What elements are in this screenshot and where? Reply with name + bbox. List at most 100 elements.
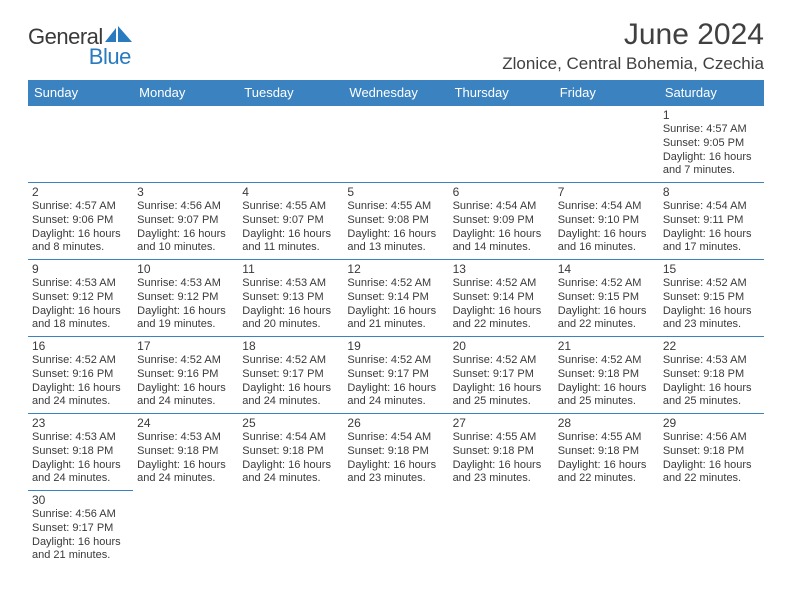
calendar-cell: 11Sunrise: 4:53 AMSunset: 9:13 PMDayligh… — [238, 260, 343, 337]
calendar-cell: 4Sunrise: 4:55 AMSunset: 9:07 PMDaylight… — [238, 183, 343, 260]
calendar-cell — [449, 106, 554, 183]
weekday-header-row: Sunday Monday Tuesday Wednesday Thursday… — [28, 80, 764, 106]
day-number: 29 — [663, 416, 760, 430]
calendar-cell: 2Sunrise: 4:57 AMSunset: 9:06 PMDaylight… — [28, 183, 133, 260]
calendar-cell: 26Sunrise: 4:54 AMSunset: 9:18 PMDayligh… — [343, 414, 448, 491]
logo-sail-icon — [105, 26, 133, 44]
day-info: Sunrise: 4:52 AMSunset: 9:17 PMDaylight:… — [347, 354, 444, 409]
day-info: Sunrise: 4:53 AMSunset: 9:18 PMDaylight:… — [137, 431, 234, 486]
day-number: 20 — [453, 339, 550, 353]
calendar-cell: 20Sunrise: 4:52 AMSunset: 9:17 PMDayligh… — [449, 337, 554, 414]
logo: General Blue — [28, 18, 131, 70]
calendar-page: General Blue June 2024 Zlonice, Central … — [0, 0, 792, 585]
day-info: Sunrise: 4:52 AMSunset: 9:18 PMDaylight:… — [558, 354, 655, 409]
day-number: 14 — [558, 262, 655, 276]
calendar-cell — [238, 106, 343, 183]
calendar-cell: 6Sunrise: 4:54 AMSunset: 9:09 PMDaylight… — [449, 183, 554, 260]
day-number: 2 — [32, 185, 129, 199]
weekday-header: Monday — [133, 80, 238, 106]
calendar-cell — [343, 106, 448, 183]
day-info: Sunrise: 4:56 AMSunset: 9:17 PMDaylight:… — [32, 508, 129, 563]
month-title: June 2024 — [502, 18, 764, 52]
day-info: Sunrise: 4:52 AMSunset: 9:16 PMDaylight:… — [32, 354, 129, 409]
weekday-header: Tuesday — [238, 80, 343, 106]
day-info: Sunrise: 4:56 AMSunset: 9:07 PMDaylight:… — [137, 200, 234, 255]
calendar-cell: 1Sunrise: 4:57 AMSunset: 9:05 PMDaylight… — [659, 106, 764, 183]
calendar-cell — [659, 491, 764, 568]
day-info: Sunrise: 4:54 AMSunset: 9:11 PMDaylight:… — [663, 200, 760, 255]
calendar-cell — [554, 491, 659, 568]
calendar-table: Sunday Monday Tuesday Wednesday Thursday… — [28, 80, 764, 567]
calendar-cell — [449, 491, 554, 568]
calendar-cell: 23Sunrise: 4:53 AMSunset: 9:18 PMDayligh… — [28, 414, 133, 491]
day-number: 24 — [137, 416, 234, 430]
calendar-cell: 27Sunrise: 4:55 AMSunset: 9:18 PMDayligh… — [449, 414, 554, 491]
day-info: Sunrise: 4:54 AMSunset: 9:10 PMDaylight:… — [558, 200, 655, 255]
day-info: Sunrise: 4:53 AMSunset: 9:18 PMDaylight:… — [32, 431, 129, 486]
day-number: 28 — [558, 416, 655, 430]
day-number: 23 — [32, 416, 129, 430]
day-number: 30 — [32, 493, 129, 507]
calendar-cell: 29Sunrise: 4:56 AMSunset: 9:18 PMDayligh… — [659, 414, 764, 491]
day-number: 12 — [347, 262, 444, 276]
calendar-row: 16Sunrise: 4:52 AMSunset: 9:16 PMDayligh… — [28, 337, 764, 414]
day-info: Sunrise: 4:55 AMSunset: 9:18 PMDaylight:… — [453, 431, 550, 486]
calendar-cell: 22Sunrise: 4:53 AMSunset: 9:18 PMDayligh… — [659, 337, 764, 414]
calendar-cell: 14Sunrise: 4:52 AMSunset: 9:15 PMDayligh… — [554, 260, 659, 337]
calendar-cell: 3Sunrise: 4:56 AMSunset: 9:07 PMDaylight… — [133, 183, 238, 260]
calendar-cell: 15Sunrise: 4:52 AMSunset: 9:15 PMDayligh… — [659, 260, 764, 337]
day-number: 26 — [347, 416, 444, 430]
calendar-row: 9Sunrise: 4:53 AMSunset: 9:12 PMDaylight… — [28, 260, 764, 337]
day-info: Sunrise: 4:54 AMSunset: 9:09 PMDaylight:… — [453, 200, 550, 255]
day-number: 4 — [242, 185, 339, 199]
calendar-cell: 17Sunrise: 4:52 AMSunset: 9:16 PMDayligh… — [133, 337, 238, 414]
calendar-cell: 12Sunrise: 4:52 AMSunset: 9:14 PMDayligh… — [343, 260, 448, 337]
calendar-cell: 19Sunrise: 4:52 AMSunset: 9:17 PMDayligh… — [343, 337, 448, 414]
calendar-cell — [343, 491, 448, 568]
header: General Blue June 2024 Zlonice, Central … — [28, 18, 764, 74]
calendar-cell: 24Sunrise: 4:53 AMSunset: 9:18 PMDayligh… — [133, 414, 238, 491]
calendar-cell: 28Sunrise: 4:55 AMSunset: 9:18 PMDayligh… — [554, 414, 659, 491]
day-number: 18 — [242, 339, 339, 353]
day-info: Sunrise: 4:53 AMSunset: 9:12 PMDaylight:… — [137, 277, 234, 332]
day-number: 15 — [663, 262, 760, 276]
day-info: Sunrise: 4:53 AMSunset: 9:12 PMDaylight:… — [32, 277, 129, 332]
day-number: 10 — [137, 262, 234, 276]
calendar-row: 23Sunrise: 4:53 AMSunset: 9:18 PMDayligh… — [28, 414, 764, 491]
weekday-header: Sunday — [28, 80, 133, 106]
day-info: Sunrise: 4:52 AMSunset: 9:17 PMDaylight:… — [242, 354, 339, 409]
calendar-cell — [554, 106, 659, 183]
day-number: 11 — [242, 262, 339, 276]
day-number: 21 — [558, 339, 655, 353]
day-number: 25 — [242, 416, 339, 430]
day-info: Sunrise: 4:55 AMSunset: 9:08 PMDaylight:… — [347, 200, 444, 255]
day-info: Sunrise: 4:55 AMSunset: 9:07 PMDaylight:… — [242, 200, 339, 255]
calendar-body: 1Sunrise: 4:57 AMSunset: 9:05 PMDaylight… — [28, 106, 764, 568]
day-info: Sunrise: 4:54 AMSunset: 9:18 PMDaylight:… — [347, 431, 444, 486]
day-number: 13 — [453, 262, 550, 276]
calendar-cell — [238, 491, 343, 568]
calendar-cell: 16Sunrise: 4:52 AMSunset: 9:16 PMDayligh… — [28, 337, 133, 414]
calendar-cell — [28, 106, 133, 183]
day-info: Sunrise: 4:52 AMSunset: 9:17 PMDaylight:… — [453, 354, 550, 409]
calendar-cell: 25Sunrise: 4:54 AMSunset: 9:18 PMDayligh… — [238, 414, 343, 491]
day-info: Sunrise: 4:54 AMSunset: 9:18 PMDaylight:… — [242, 431, 339, 486]
day-number: 7 — [558, 185, 655, 199]
day-info: Sunrise: 4:52 AMSunset: 9:16 PMDaylight:… — [137, 354, 234, 409]
day-number: 16 — [32, 339, 129, 353]
weekday-header: Friday — [554, 80, 659, 106]
calendar-cell: 5Sunrise: 4:55 AMSunset: 9:08 PMDaylight… — [343, 183, 448, 260]
calendar-cell: 21Sunrise: 4:52 AMSunset: 9:18 PMDayligh… — [554, 337, 659, 414]
day-info: Sunrise: 4:57 AMSunset: 9:06 PMDaylight:… — [32, 200, 129, 255]
day-number: 19 — [347, 339, 444, 353]
day-number: 9 — [32, 262, 129, 276]
day-info: Sunrise: 4:53 AMSunset: 9:13 PMDaylight:… — [242, 277, 339, 332]
day-info: Sunrise: 4:57 AMSunset: 9:05 PMDaylight:… — [663, 123, 760, 178]
day-info: Sunrise: 4:55 AMSunset: 9:18 PMDaylight:… — [558, 431, 655, 486]
calendar-cell: 8Sunrise: 4:54 AMSunset: 9:11 PMDaylight… — [659, 183, 764, 260]
weekday-header: Wednesday — [343, 80, 448, 106]
calendar-cell — [133, 106, 238, 183]
day-info: Sunrise: 4:52 AMSunset: 9:14 PMDaylight:… — [347, 277, 444, 332]
day-info: Sunrise: 4:52 AMSunset: 9:15 PMDaylight:… — [663, 277, 760, 332]
day-number: 22 — [663, 339, 760, 353]
